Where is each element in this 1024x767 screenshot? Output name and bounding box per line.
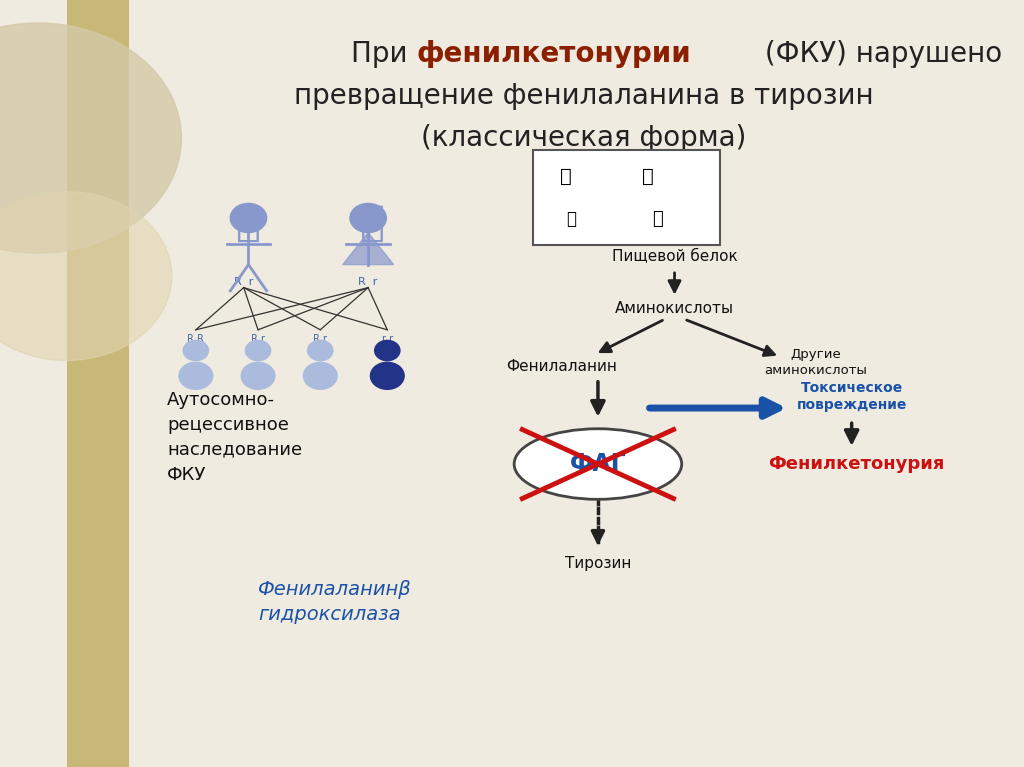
Text: Другие
аминокислоты: Другие аминокислоты xyxy=(764,347,866,377)
Circle shape xyxy=(242,362,274,390)
Circle shape xyxy=(0,23,181,253)
Circle shape xyxy=(179,362,213,390)
Circle shape xyxy=(307,341,333,360)
Text: Токсическое
повреждение: Токсическое повреждение xyxy=(797,381,907,412)
Text: (классическая форма): (классическая форма) xyxy=(421,124,746,152)
Text: r r: r r xyxy=(382,334,393,344)
Bar xyxy=(67,0,129,767)
Text: R R: R R xyxy=(187,334,204,344)
Text: (ФКУ) нарушено: (ФКУ) нарушено xyxy=(756,40,1002,67)
Text: 🐠: 🐠 xyxy=(642,167,653,186)
Text: R r: R r xyxy=(251,334,265,344)
Text: 🚶: 🚶 xyxy=(236,202,261,243)
Circle shape xyxy=(303,362,337,390)
Text: Тирозин: Тирозин xyxy=(565,556,631,571)
Text: фенилкетонурии: фенилкетонурии xyxy=(416,40,691,67)
Text: Аутосомно-
рецессивное
наследование
ФКУ: Аутосомно- рецессивное наследование ФКУ xyxy=(167,390,302,484)
Text: 🐟: 🐟 xyxy=(560,167,572,186)
Text: Фенилаланин: Фенилаланин xyxy=(506,359,617,374)
Circle shape xyxy=(350,203,386,232)
Text: R  r: R r xyxy=(358,277,378,288)
Text: 👗: 👗 xyxy=(360,202,385,243)
Circle shape xyxy=(0,192,172,360)
Text: Фенилкетонурия: Фенилкетонурия xyxy=(768,455,944,473)
Circle shape xyxy=(375,341,400,360)
Text: Аминокислоты: Аминокислоты xyxy=(615,301,734,316)
Circle shape xyxy=(246,341,270,360)
Circle shape xyxy=(230,203,266,232)
Ellipse shape xyxy=(514,429,682,499)
Text: ФАГ: ФАГ xyxy=(569,452,627,476)
Text: При: При xyxy=(350,40,416,67)
Text: 🥚: 🥚 xyxy=(566,209,577,228)
Text: Пищевой белок: Пищевой белок xyxy=(611,249,737,265)
Bar xyxy=(532,150,720,245)
Polygon shape xyxy=(343,232,393,265)
Circle shape xyxy=(183,341,209,360)
Text: R r: R r xyxy=(313,334,328,344)
Text: R  r: R r xyxy=(234,277,253,288)
Text: Фенилаланинβ
гидроксилаза: Фенилаланинβ гидроксилаза xyxy=(258,580,412,624)
Text: 🥩: 🥩 xyxy=(652,209,663,228)
Circle shape xyxy=(371,362,404,390)
Text: превращение фенилаланина в тирозин: превращение фенилаланина в тирозин xyxy=(294,82,873,110)
